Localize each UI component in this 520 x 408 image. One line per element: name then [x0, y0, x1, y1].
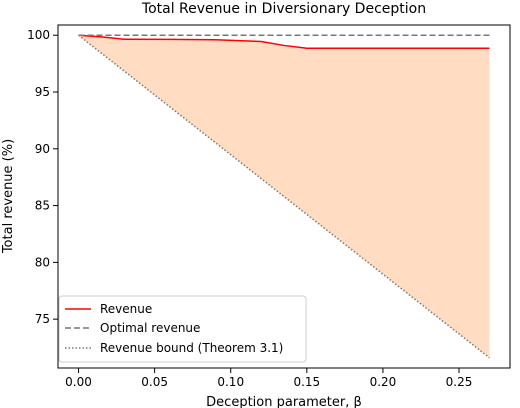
- series-line-0: [78, 34, 490, 50]
- x-tick-label: 0.20: [370, 375, 397, 389]
- chart-title: Total Revenue in Diversionary Deception: [141, 1, 426, 17]
- y-tick-label: 85: [35, 199, 50, 213]
- legend: Revenue Optimal revenue Revenue bound (T…: [58, 295, 307, 363]
- y-tick-label: 90: [35, 142, 50, 156]
- x-tick-label: 0.05: [141, 375, 168, 389]
- x-tick-label: 0.15: [293, 375, 320, 389]
- x-axis-label: Deception parameter, β: [206, 395, 362, 408]
- y-axis-label: Total revenue (%): [1, 139, 16, 254]
- y-axis-ticks: 75 80 85 90 95 100: [27, 28, 58, 326]
- series-line-2: [78, 34, 490, 359]
- x-tick-label: 0.25: [446, 375, 473, 389]
- y-tick-label: 75: [35, 312, 50, 326]
- series-layer: [78, 34, 490, 359]
- y-tick-label: 100: [27, 28, 50, 42]
- legend-label-revenue: Revenue: [100, 302, 152, 316]
- legend-label-bound: Revenue bound (Theorem 3.1): [100, 341, 283, 355]
- y-tick-label: 95: [35, 85, 50, 99]
- x-tick-label: 0.00: [65, 375, 92, 389]
- legend-box: [58, 295, 307, 363]
- x-tick-label: 0.10: [217, 375, 244, 389]
- plot-frame: [57, 24, 511, 369]
- y-tick-label: 80: [35, 255, 50, 269]
- x-axis-ticks: 0.00 0.05 0.10 0.15 0.20 0.25: [65, 368, 472, 389]
- legend-label-optimal: Optimal revenue: [100, 321, 200, 335]
